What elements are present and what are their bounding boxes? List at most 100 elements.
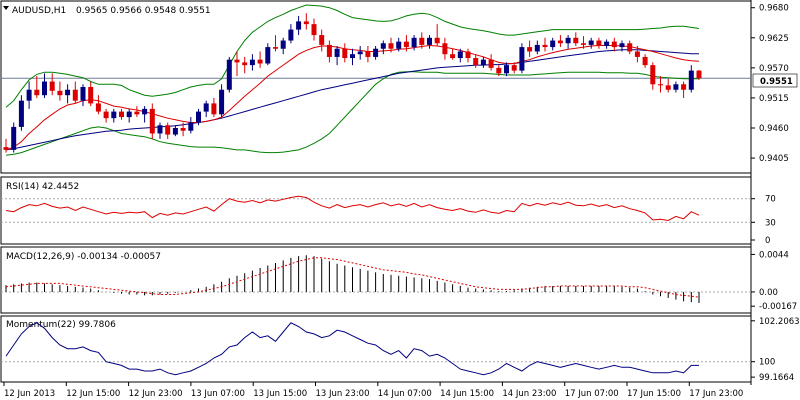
dropdown-arrow-icon[interactable]: [3, 6, 9, 10]
candle-body: [11, 126, 17, 150]
candle-body: [3, 147, 9, 150]
macd-tick-label: 0.00: [759, 288, 778, 298]
time-tick-label: 13 Jun 23:00: [316, 389, 370, 399]
candle-body: [49, 81, 55, 91]
candle-body: [650, 65, 656, 85]
candle-body: [134, 111, 140, 115]
price-axis-ticks: 0.9680 0.9625 0.9570 0.9515 0.9460 0.9405: [751, 4, 789, 164]
rsi-tick-label: 70: [765, 195, 776, 205]
candle-body: [80, 87, 86, 101]
candle-body: [457, 51, 463, 59]
candle-body: [172, 128, 178, 135]
candle-body: [588, 40, 594, 45]
macd-tick-label: -0.00167: [759, 302, 797, 312]
candle-body: [519, 47, 525, 71]
candle-body: [111, 111, 117, 119]
candle-body: [627, 43, 633, 52]
momentum-panel: Momentum(22) 99.7806 102.2063 100 99.1664: [1, 317, 800, 383]
rsi-tick-label: 30: [765, 218, 776, 228]
momentum-title: Momentum(22) 99.7806: [6, 320, 116, 330]
candle-body: [373, 48, 379, 57]
candle-body: [419, 37, 425, 45]
rsi-line: [5, 195, 700, 222]
candle-body: [527, 47, 533, 52]
candle-body: [196, 111, 201, 123]
candle-body: [103, 111, 109, 119]
time-tick-label: 17 Jun 07:00: [565, 389, 619, 399]
candle-body: [219, 89, 225, 115]
candle-body: [119, 111, 124, 118]
candle-body: [396, 41, 402, 49]
time-tick-label: 12 Jun 15:00: [66, 389, 120, 399]
candle-body: [565, 37, 571, 44]
candle-body: [280, 40, 286, 49]
candle-body: [65, 89, 71, 96]
candle-body: [95, 103, 101, 112]
candle-body: [226, 59, 232, 90]
price-tick-label: 0.9460: [759, 124, 789, 134]
candle-body: [57, 90, 63, 96]
candle-body: [265, 47, 271, 64]
rsi-panel: RSI(14) 42.4452 70 30 0: [1, 182, 776, 246]
candle-body: [365, 51, 371, 57]
time-tick-label: 14 Jun 23:00: [502, 389, 556, 399]
candle-body: [165, 125, 171, 135]
time-tick-label: 13 Jun 07:00: [191, 389, 245, 399]
macd-tick-label: 0.0044: [759, 250, 789, 260]
time-axis: 12 Jun 2013 12 Jun 15:00 12 Jun 23:00 13 Ju…: [3, 382, 743, 399]
momentum-tick-label: 100: [759, 358, 775, 368]
candle-body: [88, 87, 94, 104]
candle-body: [658, 84, 663, 86]
price-panel: AUDUSD,H1 0.9565 0.9566 0.9548 0.9551 0.…: [1, 4, 798, 164]
candle-body: [488, 59, 494, 68]
candle-body: [473, 58, 479, 66]
candle-body: [296, 21, 302, 30]
candle-body: [72, 89, 78, 101]
candle-body: [611, 41, 617, 48]
candle-body: [634, 51, 640, 57]
macd-signal-line: [5, 257, 700, 298]
candle-body: [211, 103, 217, 115]
time-tick-label: 13 Jun 15:00: [253, 389, 307, 399]
candle-body: [334, 48, 340, 57]
macd-series: [1, 255, 751, 304]
time-tick-label: 17 Jun 23:00: [689, 389, 743, 399]
candle-body: [288, 29, 294, 41]
candle-body: [642, 56, 648, 66]
candle-body: [26, 89, 32, 101]
candle-body: [18, 100, 24, 127]
candle-body: [504, 65, 509, 74]
candle-body: [665, 85, 671, 90]
time-tick-label: 12 Jun 23:00: [129, 389, 183, 399]
candle-body: [411, 37, 417, 48]
candle-body: [557, 40, 563, 44]
candle-body: [688, 70, 694, 90]
candle-body: [234, 59, 240, 63]
candle-body: [465, 51, 471, 59]
candle-body: [326, 44, 332, 57]
macd-panel: MACD(12,26,9) -0.00134 -0.00057 0.0044 0.…: [1, 250, 797, 312]
candle-body: [388, 43, 394, 49]
candle-body: [350, 54, 355, 59]
candle-body: [257, 59, 263, 64]
candle-body: [203, 103, 209, 112]
candle-body: [434, 37, 440, 44]
candle-body: [581, 43, 586, 45]
bollinger-upper-line: [5, 4, 700, 108]
candle-body: [542, 44, 548, 48]
candle-body: [573, 37, 579, 44]
candle-body: [696, 70, 702, 79]
candle-body: [596, 40, 602, 46]
rsi-axis-ticks: 70 30 0: [751, 195, 776, 246]
macd-title: MACD(12,26,9) -0.00134 -0.00057: [6, 252, 161, 262]
price-tick-label: 0.9515: [759, 94, 789, 104]
time-tick-label: 17 Jun 15:00: [627, 389, 681, 399]
candle-body: [534, 44, 540, 52]
candle-body: [42, 81, 47, 96]
candle-body: [34, 89, 40, 96]
momentum-line: [5, 322, 699, 376]
candle-body: [450, 54, 456, 59]
candle-body: [681, 84, 687, 90]
candle-body: [673, 84, 679, 90]
